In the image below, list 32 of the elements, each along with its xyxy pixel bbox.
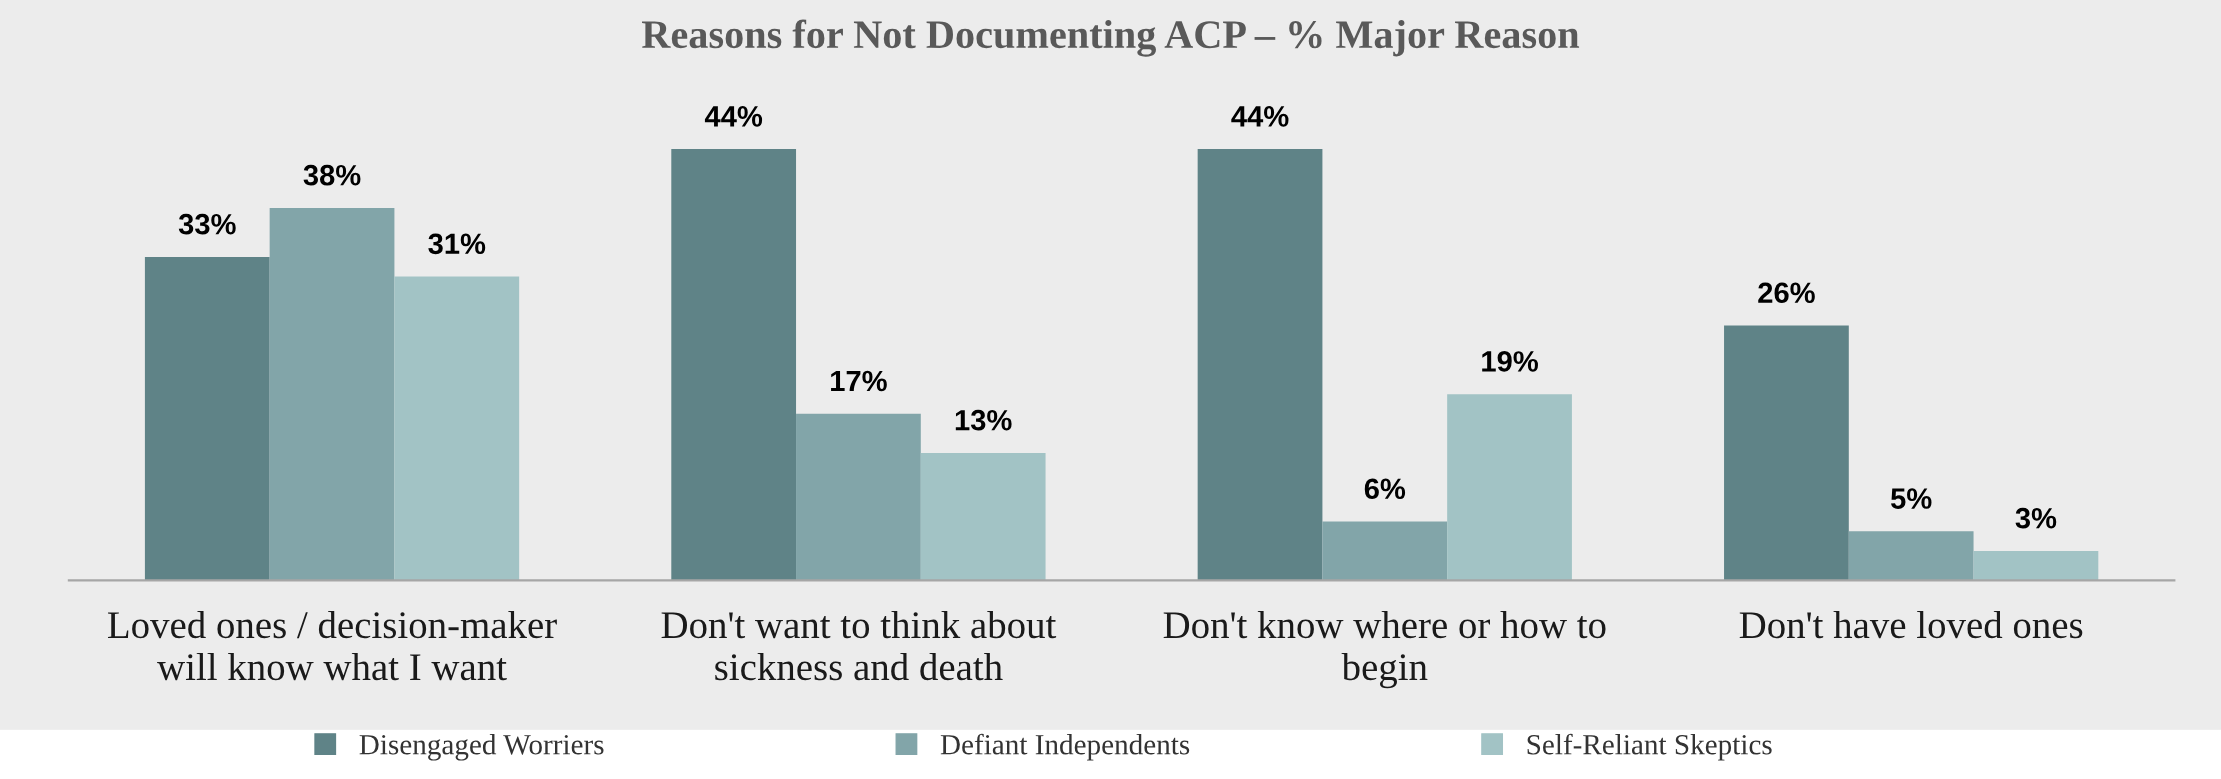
legend-label: Defiant Independents bbox=[940, 733, 1190, 761]
bar bbox=[1973, 550, 2099, 581]
x-tick-label: Loved ones / decision-maker will know what I want bbox=[107, 610, 557, 681]
x-tick-label: Don't have loved ones bbox=[1739, 610, 2083, 639]
legend-label: Disengaged Worriers bbox=[359, 734, 604, 761]
data-label: 44% bbox=[704, 106, 763, 127]
bar bbox=[144, 256, 270, 581]
data-label: 17% bbox=[831, 370, 887, 392]
bar bbox=[1724, 325, 1849, 581]
bar bbox=[920, 452, 1046, 581]
bar bbox=[1447, 394, 1572, 581]
bar bbox=[269, 207, 395, 581]
bar bbox=[394, 276, 520, 581]
data-label: 26% bbox=[1758, 282, 1815, 304]
x-tick-label: Don't want to think about sickness and death bbox=[661, 610, 1057, 681]
chart-title: Reasons for Not Documenting ACP – % Major Reason bbox=[642, 19, 1580, 57]
data-label: 33% bbox=[178, 213, 236, 235]
data-label: 19% bbox=[1482, 351, 1538, 372]
data-label: 5% bbox=[1890, 488, 1932, 509]
data-label: 44% bbox=[1231, 106, 1289, 127]
data-label: 31% bbox=[428, 233, 486, 255]
data-label: 3% bbox=[2015, 507, 2057, 529]
data-label: 6% bbox=[1364, 478, 1406, 500]
legend-label: Self-Reliant Skeptics bbox=[1527, 733, 1772, 761]
bar bbox=[1848, 531, 1974, 581]
bar bbox=[1197, 149, 1323, 581]
bar bbox=[796, 413, 921, 581]
data-label: 13% bbox=[955, 409, 1012, 431]
bar bbox=[671, 149, 797, 581]
bar bbox=[1322, 521, 1448, 581]
x-tick-label: Don't know where or how to begin bbox=[1163, 610, 1606, 689]
data-label: 38% bbox=[303, 164, 361, 186]
